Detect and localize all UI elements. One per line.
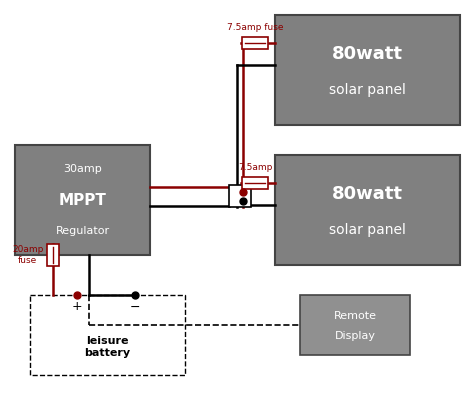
Text: 30amp: 30amp [63, 164, 102, 174]
Bar [300, 295, 410, 355]
Bar [275, 155, 460, 265]
Text: Remote: Remote [334, 311, 376, 321]
Bar [47, 244, 59, 266]
Text: 80watt: 80watt [332, 45, 403, 62]
Text: 7.5amp fuse: 7.5amp fuse [227, 23, 283, 32]
Bar [229, 185, 251, 207]
Text: solar panel: solar panel [329, 83, 406, 97]
Bar [30, 295, 185, 375]
Bar [275, 15, 460, 125]
Text: Regulator: Regulator [55, 226, 109, 236]
Bar [242, 37, 268, 49]
Text: Display: Display [335, 331, 375, 341]
Text: solar panel: solar panel [329, 223, 406, 237]
Text: 20amp
fuse: 20amp fuse [12, 245, 44, 265]
Text: −: − [130, 301, 141, 314]
Text: +: + [71, 301, 82, 314]
Text: leisure
battery: leisure battery [84, 336, 130, 358]
Text: 7.5amp: 7.5amp [238, 162, 272, 171]
Text: MPPT: MPPT [59, 192, 107, 207]
Text: 80watt: 80watt [332, 184, 403, 203]
Bar [15, 145, 150, 255]
Bar [242, 177, 268, 189]
